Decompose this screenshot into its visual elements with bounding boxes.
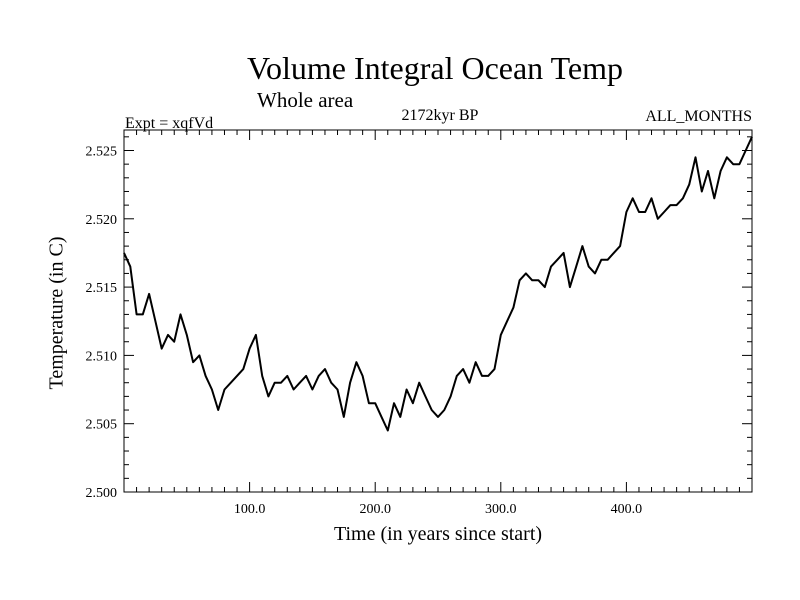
months-label: ALL_MONTHS [645, 108, 752, 125]
series-line [123, 136, 753, 432]
y-tick-label: 2.510 [86, 349, 118, 364]
y-tick-label: 2.525 [86, 144, 118, 159]
y-axis-label: Temperature (in C) [45, 236, 68, 390]
y-tick-label: 2.520 [86, 213, 118, 228]
plot-frame [123, 129, 753, 493]
x-axis-label: Time (in years since start) [333, 523, 543, 545]
x-tick-label: 100.0 [234, 502, 266, 517]
chart-subtitle: Whole area [257, 88, 354, 112]
experiment-label: Expt = xqfVd [125, 115, 214, 132]
tick-labels: 100.0 200.0 300.0 400.0 2.500 2.505 2.510 2.515… [86, 144, 643, 517]
axis-ticks [124, 130, 752, 492]
y-tick-label: 2.505 [86, 418, 118, 433]
y-tick-label: 2.515 [86, 281, 118, 296]
y-tick-label: 2.500 [86, 486, 118, 501]
chart-title: Volume Integral Ocean Temp [246, 50, 623, 86]
x-tick-label: 400.0 [611, 502, 643, 517]
period-label: 2172kyr BP [401, 107, 479, 124]
x-tick-label: 300.0 [485, 502, 517, 517]
x-tick-label: 200.0 [359, 502, 391, 517]
